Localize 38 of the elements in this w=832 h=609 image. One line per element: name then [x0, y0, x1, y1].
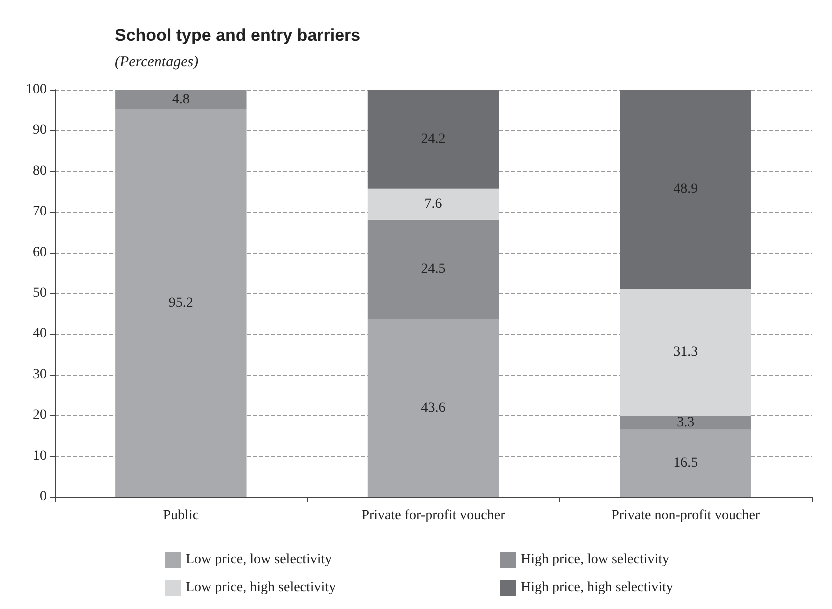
x-tick-label: Private non-profit voucher	[612, 508, 760, 524]
data-label: 4.8	[172, 92, 190, 108]
bar	[620, 416, 752, 430]
y-tick-label: 20	[33, 408, 47, 424]
y-tick-label: 60	[33, 245, 47, 260]
legend-label: Low price, low selectivity	[186, 552, 332, 568]
bar	[368, 320, 500, 497]
bar	[620, 90, 752, 290]
data-label: 24.2	[421, 132, 446, 148]
y-tick-label: 40	[33, 326, 47, 342]
bar	[368, 188, 500, 220]
data-label: 48.9	[674, 182, 698, 198]
y-tick-label: 10	[33, 448, 47, 464]
data-label: 95.2	[168, 296, 194, 311]
bar	[620, 289, 752, 416]
legend-label: High price, low selectivity	[521, 552, 670, 568]
legend-label: High price, high selectivity	[521, 580, 674, 596]
data-label: 24.5	[421, 262, 446, 278]
legend-label: Low price, high selectivity	[186, 580, 336, 596]
x-tick-label: Private for-profit voucher	[362, 508, 506, 524]
data-label: 7.6	[424, 196, 442, 212]
data-label: 3.3	[677, 416, 695, 431]
y-tick-label: 30	[33, 367, 47, 382]
y-tick-label: 80	[33, 164, 47, 179]
bar	[116, 110, 247, 497]
y-tick-label: 50	[33, 286, 47, 301]
x-tick-label: Public	[163, 508, 200, 524]
chart-subtitle: (Percentages)	[115, 54, 199, 70]
y-tick-label: 0	[40, 490, 47, 504]
data-label: 43.6	[421, 400, 446, 416]
data-label: 16.5	[674, 456, 698, 471]
data-label: 31.3	[674, 345, 698, 360]
bar	[368, 90, 500, 189]
y-tick-label: 70	[33, 204, 47, 220]
bar	[620, 430, 752, 497]
chart-title: School type and entry barriers	[115, 26, 361, 45]
y-tick-label: 100	[26, 82, 47, 98]
y-tick-label: 90	[33, 123, 47, 138]
